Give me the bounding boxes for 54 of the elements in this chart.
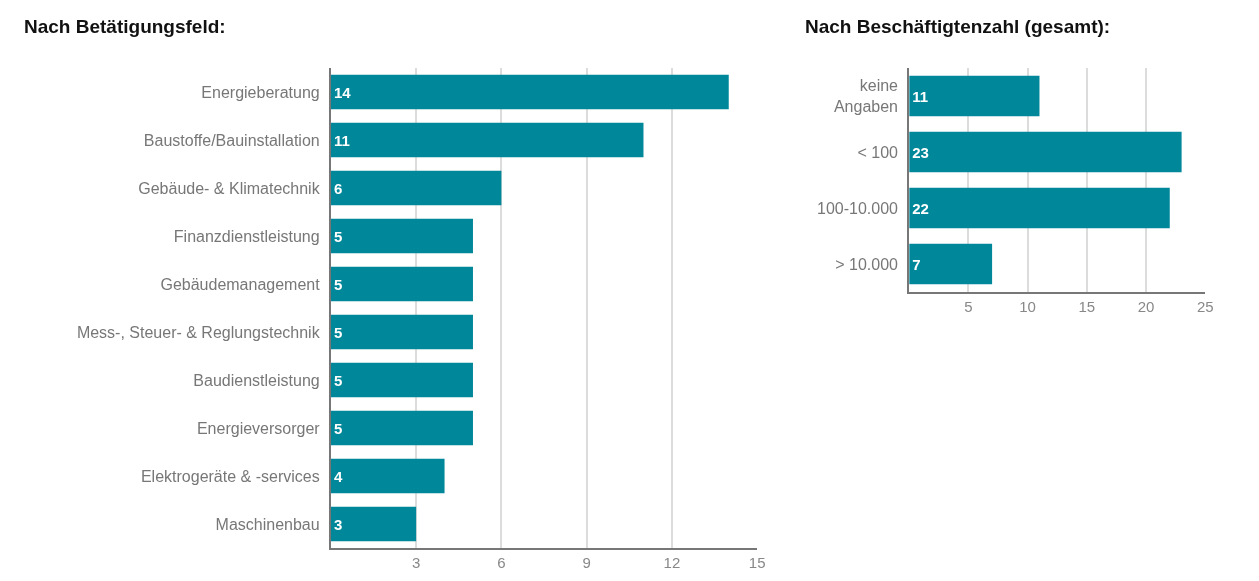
y-tick-label: Finanzdienstleistung bbox=[173, 227, 320, 245]
x-tick-label: 6 bbox=[497, 554, 506, 571]
bar bbox=[330, 410, 473, 446]
y-tick-label: Mess-, Steuer- & Reglungstechnik bbox=[76, 323, 321, 341]
y-tick-label: Elektrogeräte & -services bbox=[140, 467, 320, 485]
bar bbox=[330, 506, 417, 542]
x-tick-label: 25 bbox=[1196, 298, 1214, 315]
x-tick-label: 20 bbox=[1137, 298, 1155, 315]
y-tick-label: keine Angaben bbox=[833, 77, 899, 115]
bar bbox=[330, 218, 473, 254]
data-label: 5 bbox=[333, 419, 343, 437]
x-tick-label: 15 bbox=[748, 554, 766, 571]
chart-title: Nach Beschäftigtenzahl (gesamt): bbox=[805, 16, 1111, 37]
data-label: 5 bbox=[333, 275, 343, 293]
y-tick-label: < 100 bbox=[857, 143, 899, 161]
bar bbox=[330, 122, 644, 158]
y-tick-label: Gebäude- & Klimatechnik bbox=[138, 179, 321, 197]
bar bbox=[909, 187, 1170, 229]
y-tick-label: Baustoffe/Bauinstallation bbox=[143, 131, 320, 149]
bar bbox=[909, 75, 1040, 117]
y-tick-label: Baudienstleistung bbox=[193, 371, 320, 389]
data-label: 5 bbox=[333, 227, 343, 245]
data-label: 3 bbox=[333, 515, 343, 533]
x-tick-label: 3 bbox=[411, 554, 421, 571]
data-label: 6 bbox=[333, 179, 343, 197]
data-label: 4 bbox=[333, 467, 343, 485]
data-label: 22 bbox=[912, 199, 929, 217]
data-label: 5 bbox=[333, 323, 343, 341]
bar bbox=[330, 266, 473, 302]
data-label: 14 bbox=[333, 83, 352, 101]
bar bbox=[330, 170, 502, 206]
bar bbox=[330, 458, 445, 494]
bar bbox=[909, 131, 1182, 173]
x-tick-label: 12 bbox=[663, 554, 681, 571]
bar bbox=[330, 362, 473, 398]
data-label: 23 bbox=[912, 143, 929, 161]
bar bbox=[909, 243, 993, 285]
y-tick-label: Maschinenbau bbox=[215, 515, 320, 533]
bar bbox=[330, 74, 729, 110]
x-tick-label: 5 bbox=[964, 298, 973, 315]
y-tick-label: 100-10.000 bbox=[817, 199, 899, 217]
y-tick-label: Gebäudemanagement bbox=[160, 275, 321, 293]
data-label: 11 bbox=[912, 87, 929, 105]
text: Nach Betätigungsfeld: bbox=[24, 16, 226, 37]
x-tick-label: 9 bbox=[582, 554, 591, 571]
data-label: 5 bbox=[333, 371, 343, 389]
y-tick-label: Energieberatung bbox=[201, 83, 320, 101]
x-tick-label: 15 bbox=[1078, 298, 1096, 315]
data-label: 7 bbox=[912, 255, 921, 273]
data-label: 11 bbox=[333, 131, 350, 149]
x-tick-label: 10 bbox=[1019, 298, 1036, 315]
bar bbox=[330, 314, 473, 350]
y-tick-label: > 10.000 bbox=[835, 255, 899, 273]
y-tick-label: Energieversorger bbox=[196, 419, 321, 437]
